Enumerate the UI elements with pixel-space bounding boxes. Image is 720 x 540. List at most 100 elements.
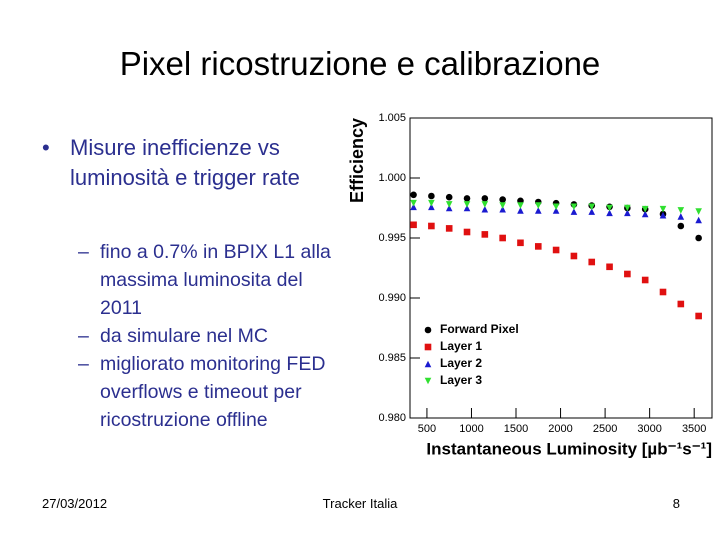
subbullet: – da simulare nel MC bbox=[78, 322, 346, 350]
bullet-text: Misure inefficienze vs luminosità e trig… bbox=[70, 135, 300, 190]
y-axis-title: Efficiency bbox=[347, 118, 367, 203]
data-point bbox=[428, 203, 435, 211]
data-point bbox=[677, 213, 685, 220]
data-point bbox=[463, 201, 471, 208]
subbullet-text: migliorato monitoring FED overflows e ti… bbox=[100, 353, 326, 431]
legend-label: Layer 1 bbox=[440, 339, 482, 353]
footer-date: 27/03/2012 bbox=[42, 496, 108, 511]
data-point bbox=[517, 207, 524, 214]
data-point bbox=[481, 201, 489, 208]
subbullet: – migliorato monitoring FED overflows e t… bbox=[78, 350, 346, 434]
y-tick-label: 1.000 bbox=[378, 172, 406, 184]
y-tick-label: 1.005 bbox=[378, 112, 406, 124]
subbullet-text: da simulare nel MC bbox=[100, 325, 268, 347]
y-tick-label: 0.990 bbox=[378, 292, 406, 304]
data-point bbox=[659, 211, 667, 219]
subbullet-marker: – bbox=[78, 325, 89, 347]
data-point bbox=[624, 209, 631, 217]
x-tick-label: 3500 bbox=[682, 423, 706, 435]
x-axis-title: Instantaneous Luminosity [µb⁻¹s⁻¹] bbox=[426, 439, 712, 458]
data-point bbox=[410, 221, 417, 229]
data-point bbox=[481, 205, 489, 213]
data-point bbox=[552, 207, 560, 214]
y-tick-label: 0.985 bbox=[378, 352, 406, 364]
data-point bbox=[517, 239, 524, 247]
data-point bbox=[428, 192, 435, 200]
data-point bbox=[534, 207, 542, 214]
data-point bbox=[695, 312, 702, 320]
data-point bbox=[588, 208, 596, 215]
y-tick-label: 0.995 bbox=[378, 232, 406, 244]
data-point bbox=[428, 222, 435, 230]
data-point bbox=[499, 196, 506, 203]
x-tick-label: 2500 bbox=[593, 423, 617, 435]
data-point bbox=[552, 246, 560, 254]
data-point bbox=[624, 204, 631, 212]
data-point bbox=[570, 208, 578, 215]
data-point bbox=[695, 216, 702, 224]
data-point bbox=[481, 195, 489, 202]
data-point bbox=[499, 202, 506, 209]
y-tick-label: 0.980 bbox=[378, 412, 406, 424]
x-tick-label: 3000 bbox=[637, 423, 661, 435]
data-point bbox=[552, 203, 560, 211]
x-tick-label: 1500 bbox=[504, 423, 528, 435]
footer-center: Tracker Italia bbox=[322, 496, 398, 511]
data-point bbox=[445, 193, 453, 201]
data-point bbox=[570, 203, 578, 211]
legend-label: Layer 2 bbox=[440, 356, 482, 370]
legend-marker bbox=[424, 343, 432, 351]
subbullet: – fino a 0.7% in BPIX L1 alla massima lum… bbox=[78, 238, 346, 322]
data-point bbox=[445, 225, 453, 232]
legend-marker bbox=[424, 377, 432, 385]
data-point bbox=[499, 205, 506, 213]
subbullet-marker: – bbox=[78, 241, 89, 263]
data-point bbox=[410, 191, 417, 199]
data-point bbox=[659, 205, 667, 213]
data-point bbox=[463, 195, 471, 202]
subbullet-list: – fino a 0.7% in BPIX L1 alla massima lum… bbox=[78, 238, 346, 434]
data-point bbox=[534, 243, 542, 250]
data-point bbox=[445, 201, 453, 208]
data-point bbox=[428, 199, 435, 207]
data-point bbox=[570, 252, 578, 260]
legend-label: Forward Pixel bbox=[440, 322, 519, 336]
data-point bbox=[588, 203, 596, 211]
data-point bbox=[659, 288, 667, 296]
data-point bbox=[588, 258, 596, 266]
slide-title: Pixel ricostruzione e calibrazione bbox=[119, 45, 601, 82]
data-point bbox=[641, 205, 649, 213]
bullet-marker: • bbox=[42, 135, 50, 160]
data-point bbox=[499, 234, 506, 242]
data-point bbox=[677, 300, 685, 308]
data-point bbox=[677, 207, 685, 214]
data-point bbox=[677, 222, 685, 230]
data-point bbox=[463, 228, 471, 236]
data-point bbox=[481, 231, 489, 238]
data-point bbox=[410, 199, 417, 207]
data-point bbox=[606, 204, 613, 212]
data-point bbox=[695, 208, 702, 215]
subbullet-marker: – bbox=[78, 353, 89, 375]
data-point bbox=[606, 209, 613, 217]
x-tick-label: 500 bbox=[418, 423, 436, 435]
legend-marker bbox=[424, 326, 432, 334]
legend-label: Layer 3 bbox=[440, 373, 482, 387]
x-tick-label: 2000 bbox=[548, 423, 572, 435]
data-point bbox=[463, 204, 471, 212]
data-point bbox=[534, 202, 542, 209]
subbullet-text: fino a 0.7% in BPIX L1 alla massima lumi… bbox=[100, 241, 331, 319]
data-point bbox=[606, 263, 613, 271]
data-point bbox=[641, 276, 649, 284]
data-point bbox=[445, 204, 453, 212]
data-point bbox=[410, 203, 417, 211]
data-point bbox=[624, 270, 631, 278]
x-tick-label: 1000 bbox=[459, 423, 483, 435]
page-number: 8 bbox=[672, 496, 680, 511]
data-point bbox=[641, 210, 649, 218]
data-point bbox=[695, 234, 702, 242]
legend-marker bbox=[424, 360, 432, 368]
data-point bbox=[517, 202, 524, 209]
